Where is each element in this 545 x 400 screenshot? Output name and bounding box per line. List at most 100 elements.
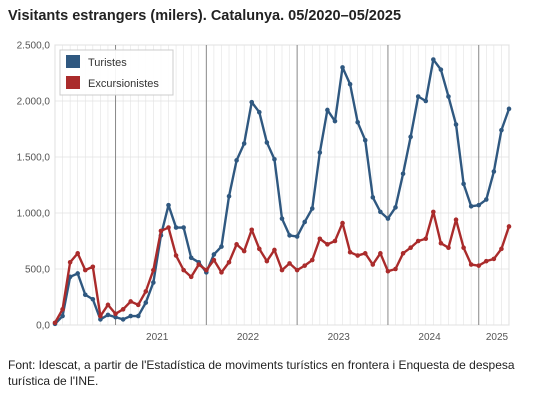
data-point-excursionistes[interactable]	[385, 268, 391, 274]
data-point-turistes[interactable]	[98, 317, 103, 322]
data-point-excursionistes[interactable]	[249, 227, 255, 233]
data-point-turistes[interactable]	[249, 99, 255, 105]
data-point-turistes[interactable]	[370, 195, 376, 200]
data-point-turistes[interactable]	[287, 233, 292, 238]
data-point-excursionistes[interactable]	[446, 245, 451, 251]
data-point-excursionistes[interactable]	[431, 209, 436, 215]
data-point-excursionistes[interactable]	[188, 274, 194, 280]
data-point-turistes[interactable]	[347, 81, 353, 87]
data-point-excursionistes[interactable]	[226, 259, 232, 265]
data-point-turistes[interactable]	[151, 280, 156, 285]
data-point-excursionistes[interactable]	[325, 242, 330, 247]
data-point-turistes[interactable]	[105, 312, 111, 318]
data-point-turistes[interactable]	[181, 225, 186, 230]
data-point-turistes[interactable]	[302, 219, 308, 225]
data-point-excursionistes[interactable]	[257, 246, 262, 252]
data-point-excursionistes[interactable]	[128, 299, 133, 304]
data-point-excursionistes[interactable]	[287, 261, 292, 266]
data-point-excursionistes[interactable]	[355, 253, 360, 258]
data-point-excursionistes[interactable]	[332, 238, 338, 244]
data-point-excursionistes[interactable]	[211, 257, 217, 263]
data-point-excursionistes[interactable]	[52, 320, 58, 326]
data-point-excursionistes[interactable]	[241, 248, 247, 254]
data-point-turistes[interactable]	[355, 119, 360, 125]
data-point-turistes[interactable]	[506, 106, 512, 112]
data-point-excursionistes[interactable]	[468, 262, 474, 267]
data-point-turistes[interactable]	[226, 193, 232, 199]
data-point-excursionistes[interactable]	[60, 307, 65, 312]
data-point-excursionistes[interactable]	[476, 263, 482, 268]
data-point-excursionistes[interactable]	[105, 302, 111, 308]
data-point-turistes[interactable]	[135, 313, 141, 319]
legend-label-turistes[interactable]: Turistes	[88, 57, 127, 69]
data-point-excursionistes[interactable]	[75, 251, 80, 256]
data-point-excursionistes[interactable]	[234, 242, 239, 247]
data-point-turistes[interactable]	[234, 158, 239, 163]
data-point-excursionistes[interactable]	[408, 245, 413, 251]
data-point-turistes[interactable]	[431, 57, 436, 62]
data-point-turistes[interactable]	[279, 216, 285, 221]
data-point-turistes[interactable]	[393, 205, 398, 210]
data-point-excursionistes[interactable]	[67, 259, 73, 265]
data-point-turistes[interactable]	[362, 137, 368, 143]
data-point-turistes[interactable]	[82, 292, 88, 298]
data-point-excursionistes[interactable]	[400, 251, 406, 256]
data-point-turistes[interactable]	[309, 206, 315, 211]
data-point-excursionistes[interactable]	[82, 267, 88, 273]
data-point-excursionistes[interactable]	[113, 311, 118, 317]
data-point-turistes[interactable]	[120, 317, 126, 322]
data-point-excursionistes[interactable]	[423, 236, 429, 242]
data-point-turistes[interactable]	[438, 67, 444, 72]
data-point-turistes[interactable]	[143, 300, 149, 305]
data-point-turistes[interactable]	[294, 234, 300, 239]
data-point-turistes[interactable]	[241, 141, 247, 146]
data-point-turistes[interactable]	[491, 169, 497, 174]
data-point-excursionistes[interactable]	[393, 266, 398, 272]
data-point-excursionistes[interactable]	[317, 236, 323, 242]
data-point-turistes[interactable]	[332, 118, 338, 124]
data-point-excursionistes[interactable]	[135, 302, 141, 308]
data-point-excursionistes[interactable]	[120, 307, 126, 312]
data-point-turistes[interactable]	[60, 313, 65, 319]
data-point-turistes[interactable]	[378, 209, 383, 215]
data-point-excursionistes[interactable]	[491, 256, 497, 262]
data-point-excursionistes[interactable]	[219, 270, 224, 275]
data-point-turistes[interactable]	[264, 140, 270, 145]
data-point-excursionistes[interactable]	[158, 228, 164, 234]
data-point-excursionistes[interactable]	[98, 313, 103, 319]
data-point-turistes[interactable]	[499, 127, 504, 133]
data-point-excursionistes[interactable]	[173, 253, 179, 258]
data-point-excursionistes[interactable]	[181, 267, 186, 273]
data-point-excursionistes[interactable]	[362, 251, 368, 256]
data-point-turistes[interactable]	[188, 255, 194, 261]
legend-label-excursionistes[interactable]: Excursionistes	[88, 78, 159, 90]
data-point-excursionistes[interactable]	[204, 267, 209, 273]
data-point-excursionistes[interactable]	[294, 267, 300, 273]
data-point-excursionistes[interactable]	[506, 224, 512, 229]
data-point-turistes[interactable]	[257, 109, 262, 115]
data-point-excursionistes[interactable]	[378, 251, 383, 256]
data-point-turistes[interactable]	[423, 98, 429, 104]
data-point-excursionistes[interactable]	[453, 217, 459, 223]
data-point-turistes[interactable]	[325, 107, 330, 113]
data-point-turistes[interactable]	[219, 244, 224, 249]
data-point-excursionistes[interactable]	[340, 220, 345, 226]
data-point-turistes[interactable]	[272, 156, 277, 162]
data-point-excursionistes[interactable]	[499, 246, 504, 252]
legend-swatch-excursionistes[interactable]	[66, 76, 80, 89]
data-point-excursionistes[interactable]	[309, 257, 315, 263]
data-point-turistes[interactable]	[400, 171, 406, 177]
legend-swatch-turistes[interactable]	[66, 55, 80, 68]
data-point-turistes[interactable]	[211, 252, 217, 257]
data-point-turistes[interactable]	[75, 271, 80, 276]
data-point-excursionistes[interactable]	[484, 258, 489, 264]
data-point-turistes[interactable]	[128, 313, 133, 319]
data-point-turistes[interactable]	[385, 216, 391, 221]
data-point-excursionistes[interactable]	[302, 263, 308, 268]
data-point-excursionistes[interactable]	[415, 238, 421, 244]
data-point-turistes[interactable]	[453, 122, 459, 127]
data-point-excursionistes[interactable]	[143, 289, 149, 294]
data-point-turistes[interactable]	[166, 202, 171, 208]
data-point-excursionistes[interactable]	[370, 262, 376, 267]
data-point-turistes[interactable]	[476, 202, 482, 208]
